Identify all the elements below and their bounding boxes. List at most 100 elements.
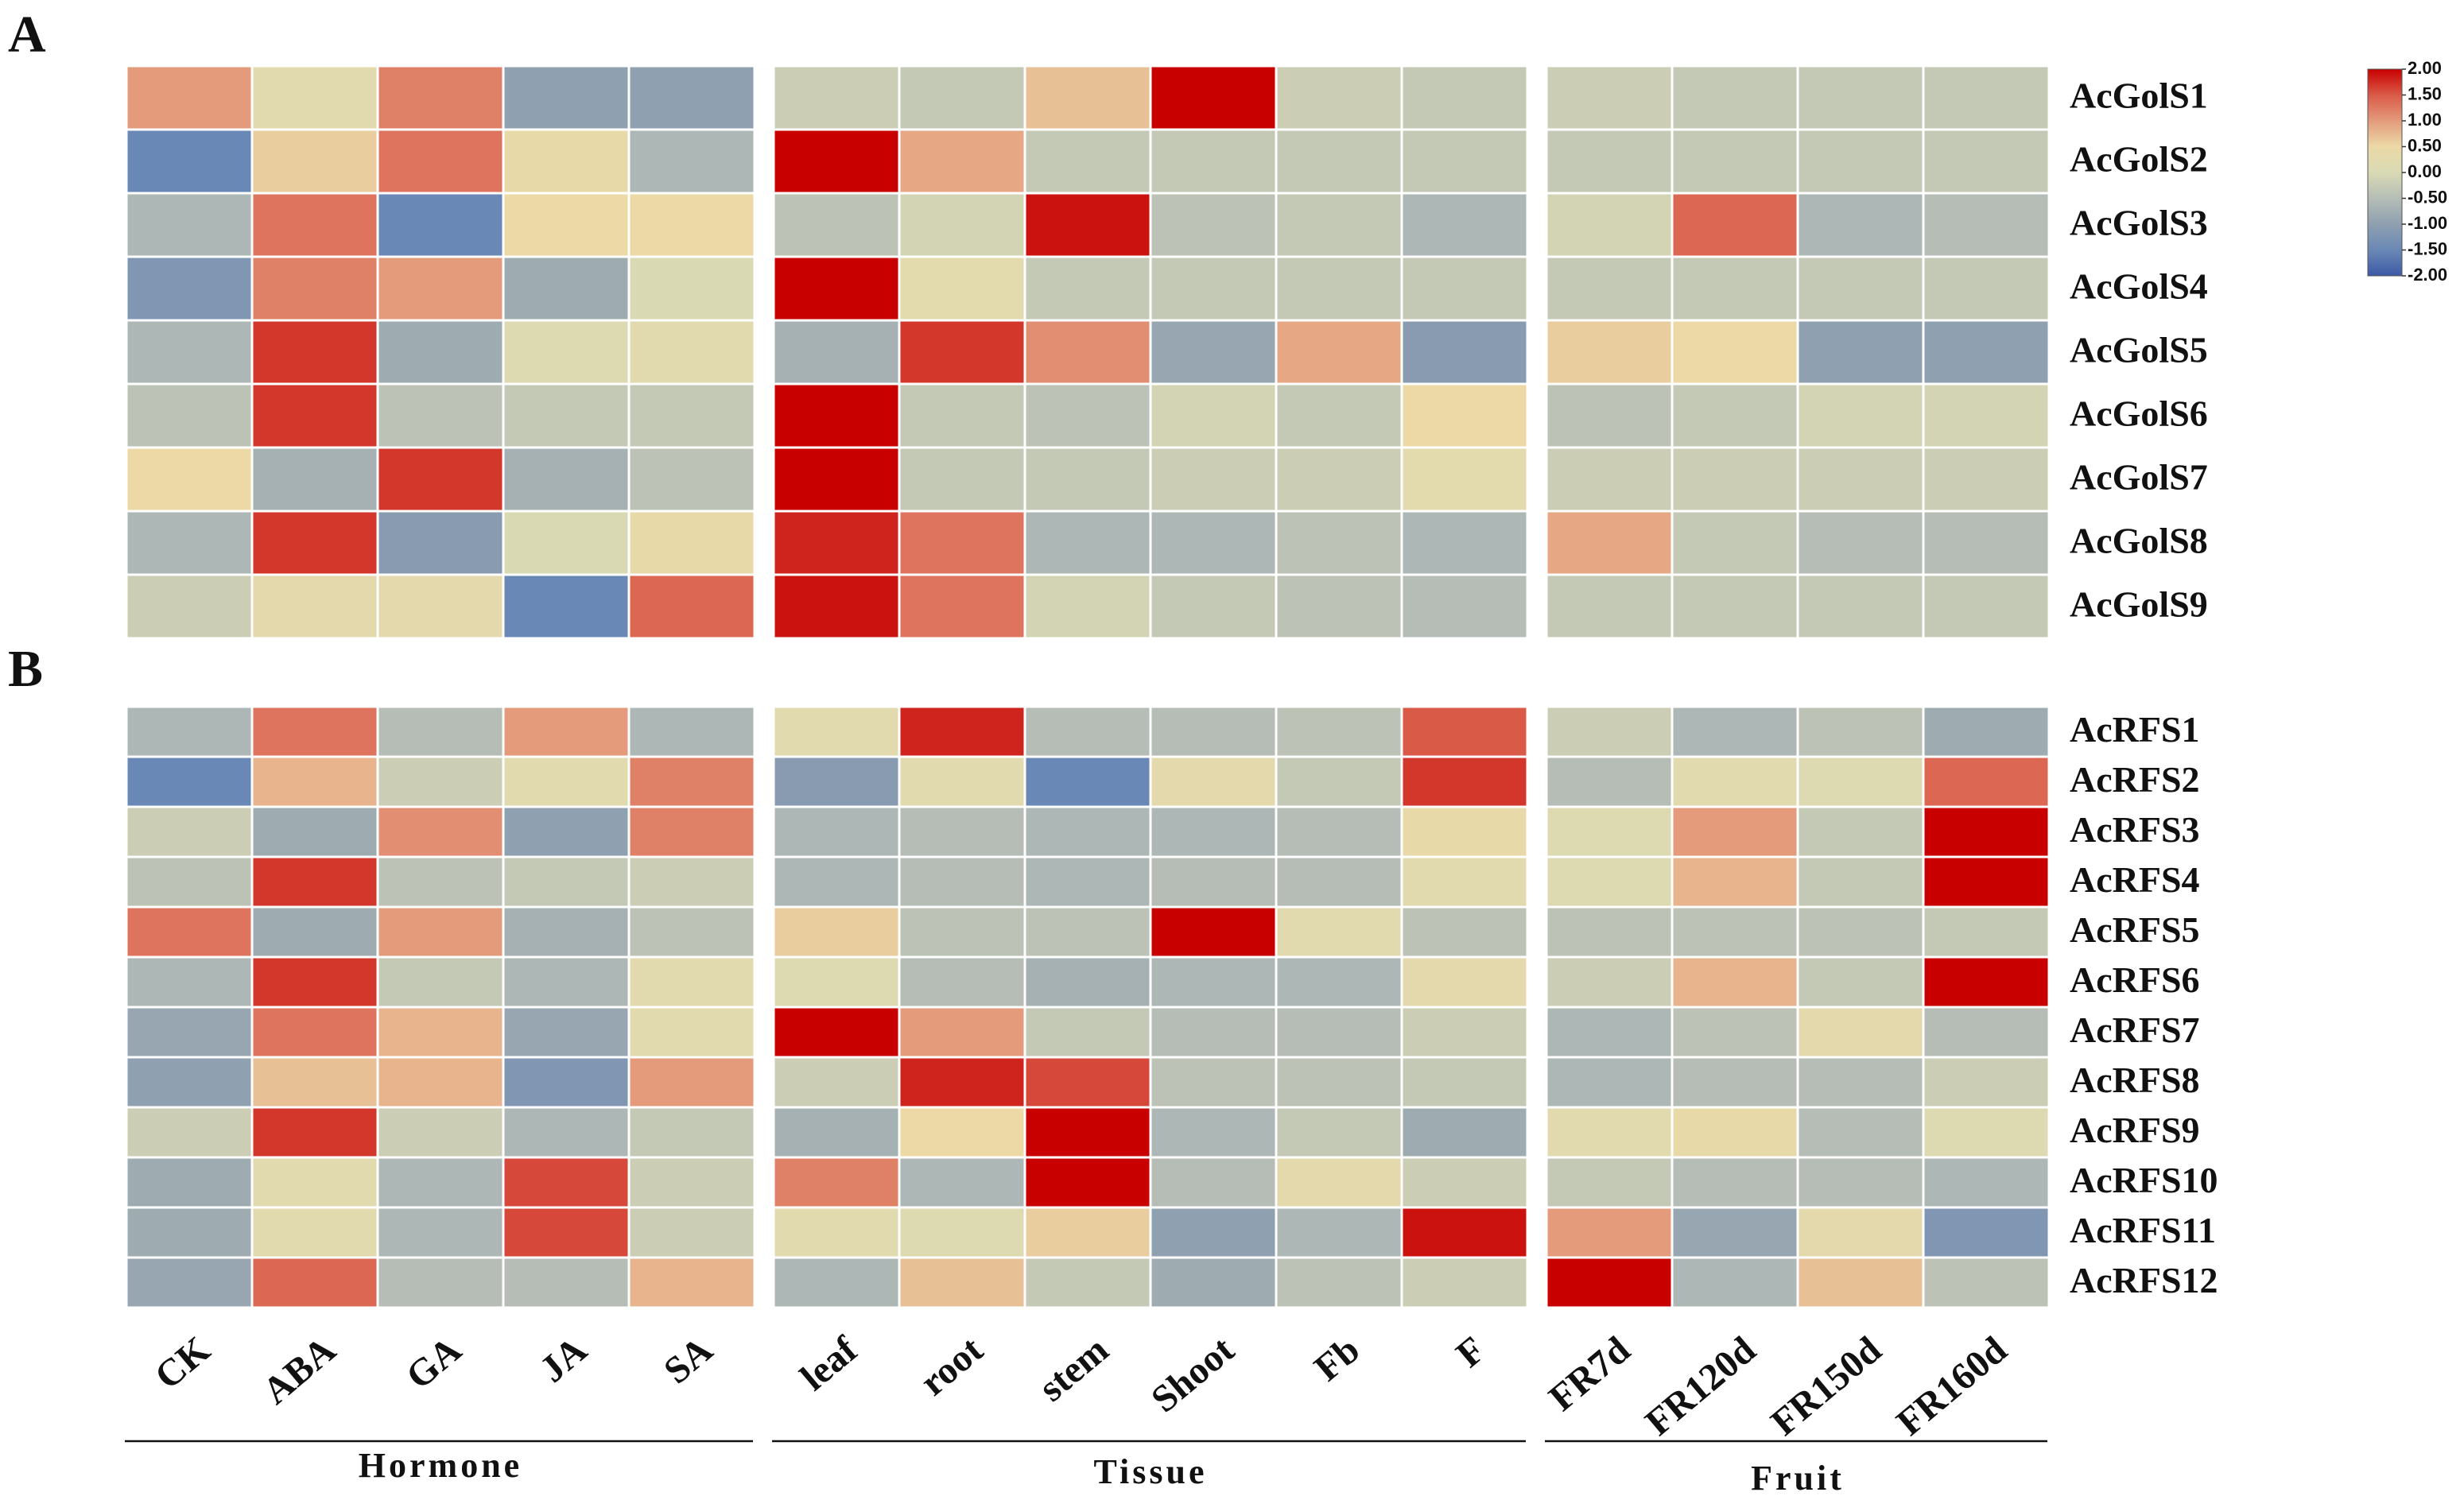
heatmap-cell	[376, 255, 505, 322]
heatmap-cell	[1023, 1056, 1152, 1109]
heatmap-cell	[1922, 755, 2051, 808]
colorbar-tick-label: -1.50	[2408, 238, 2447, 258]
heatmap-cell	[1670, 905, 1799, 959]
heatmap-cell	[1149, 446, 1278, 513]
heatmap-cell	[1670, 755, 1799, 808]
column-label: F	[1449, 1328, 1494, 1375]
heatmap-cell	[1670, 1156, 1799, 1209]
heatmap-cell	[1149, 1006, 1278, 1059]
heatmap-cell	[1275, 1156, 1403, 1209]
heatmap-cell	[772, 1106, 901, 1159]
heatmap-cell	[772, 382, 901, 449]
heatmap-cell	[125, 1206, 254, 1259]
heatmap-cell	[1023, 64, 1152, 131]
heatmap-cell	[1023, 255, 1152, 322]
heatmap-cell	[1400, 192, 1529, 258]
heatmap-cell	[502, 1006, 631, 1059]
heatmap-cell	[898, 192, 1026, 258]
heatmap-cell	[1796, 446, 1925, 513]
heatmap-cell	[1922, 573, 2051, 640]
heatmap-cell	[1149, 905, 1278, 959]
heatmap-cell	[1796, 573, 1925, 640]
heatmap-cell	[898, 1256, 1026, 1309]
heatmap-cell	[1922, 1006, 2051, 1059]
heatmap-cell	[1275, 855, 1403, 909]
column-label: FR120d	[1637, 1328, 1764, 1444]
heatmap-cell	[1149, 510, 1278, 576]
heatmap-cell	[1670, 192, 1799, 258]
heatmap-cell	[125, 1156, 254, 1209]
heatmap-cell	[627, 446, 756, 513]
heatmap-cell	[1796, 955, 1925, 1009]
heatmap-cell	[125, 64, 254, 131]
heatmap-cell	[1670, 955, 1799, 1009]
heatmap-cell	[1545, 319, 1674, 386]
heatmap-cell	[627, 192, 756, 258]
heatmap-cell	[772, 64, 901, 131]
heatmap-cell	[1796, 1006, 1925, 1059]
heatmap-cell	[1670, 382, 1799, 449]
heatmap-cell	[627, 64, 756, 131]
heatmap-cell	[898, 855, 1026, 909]
heatmap-cell	[250, 128, 379, 195]
heatmap-cell	[1796, 382, 1925, 449]
row-label: AcRFS6	[2070, 959, 2200, 1000]
row-label: AcGolS7	[2070, 457, 2208, 498]
heatmap-cell	[1149, 573, 1278, 640]
heatmap-cell	[898, 1106, 1026, 1159]
heatmap-cell	[376, 805, 505, 858]
heatmap-cell	[772, 255, 901, 322]
heatmap-cell	[627, 128, 756, 195]
heatmap-cell	[250, 705, 379, 758]
heatmap-cell	[1545, 446, 1674, 513]
heatmap-cell	[898, 1206, 1026, 1259]
heatmap-cell	[502, 805, 631, 858]
heatmap-cell	[376, 128, 505, 195]
heatmap-cell	[125, 382, 254, 449]
heatmap-cell	[250, 1156, 379, 1209]
heatmap-cell	[502, 510, 631, 576]
heatmap-cell	[1023, 1106, 1152, 1159]
heatmap-cell	[1023, 1206, 1152, 1259]
heatmap-cell	[1023, 446, 1152, 513]
group-label: Tissue	[1093, 1452, 1207, 1491]
heatmap-cell	[250, 1056, 379, 1109]
heatmap-cell	[772, 855, 901, 909]
heatmap-cell	[125, 1006, 254, 1059]
heatmap-cell	[502, 1106, 631, 1159]
heatmap-cell	[1275, 382, 1403, 449]
heatmap-cell	[898, 1156, 1026, 1209]
column-label: FR7d	[1541, 1328, 1638, 1420]
heatmap-cell	[1545, 805, 1674, 858]
heatmap-cell	[1670, 64, 1799, 131]
heatmap-cell	[1796, 1206, 1925, 1259]
heatmap-cell	[376, 905, 505, 959]
row-label: AcGolS1	[2070, 76, 2208, 116]
heatmap-cell	[1149, 705, 1278, 758]
heatmap-cell	[772, 1056, 901, 1109]
heatmap-cell	[125, 319, 254, 386]
heatmap-cell	[1275, 510, 1403, 576]
heatmap-cell	[1023, 192, 1152, 258]
heatmap-cell	[125, 955, 254, 1009]
heatmap-cell	[250, 573, 379, 640]
heatmap-cell	[898, 955, 1026, 1009]
heatmap-cell	[772, 755, 901, 808]
heatmap-cell	[1149, 319, 1278, 386]
heatmap-cell	[125, 446, 254, 513]
heatmap-cell	[502, 955, 631, 1009]
heatmap-cell	[1796, 1056, 1925, 1109]
heatmap-cell	[125, 192, 254, 258]
heatmap-cell	[1400, 128, 1529, 195]
heatmap-cell	[1670, 1006, 1799, 1059]
heatmap-cell	[1922, 805, 2051, 858]
colorbar-tick-label: 0.00	[2408, 161, 2442, 181]
heatmap-cell	[502, 755, 631, 808]
heatmap-cell	[1545, 855, 1674, 909]
heatmap-cell	[502, 705, 631, 758]
heatmap-cell	[1796, 1106, 1925, 1159]
heatmap-cell	[1922, 1256, 2051, 1309]
heatmap-cell	[1670, 1106, 1799, 1159]
heatmap-cell	[1149, 1056, 1278, 1109]
heatmap-cell	[250, 855, 379, 909]
